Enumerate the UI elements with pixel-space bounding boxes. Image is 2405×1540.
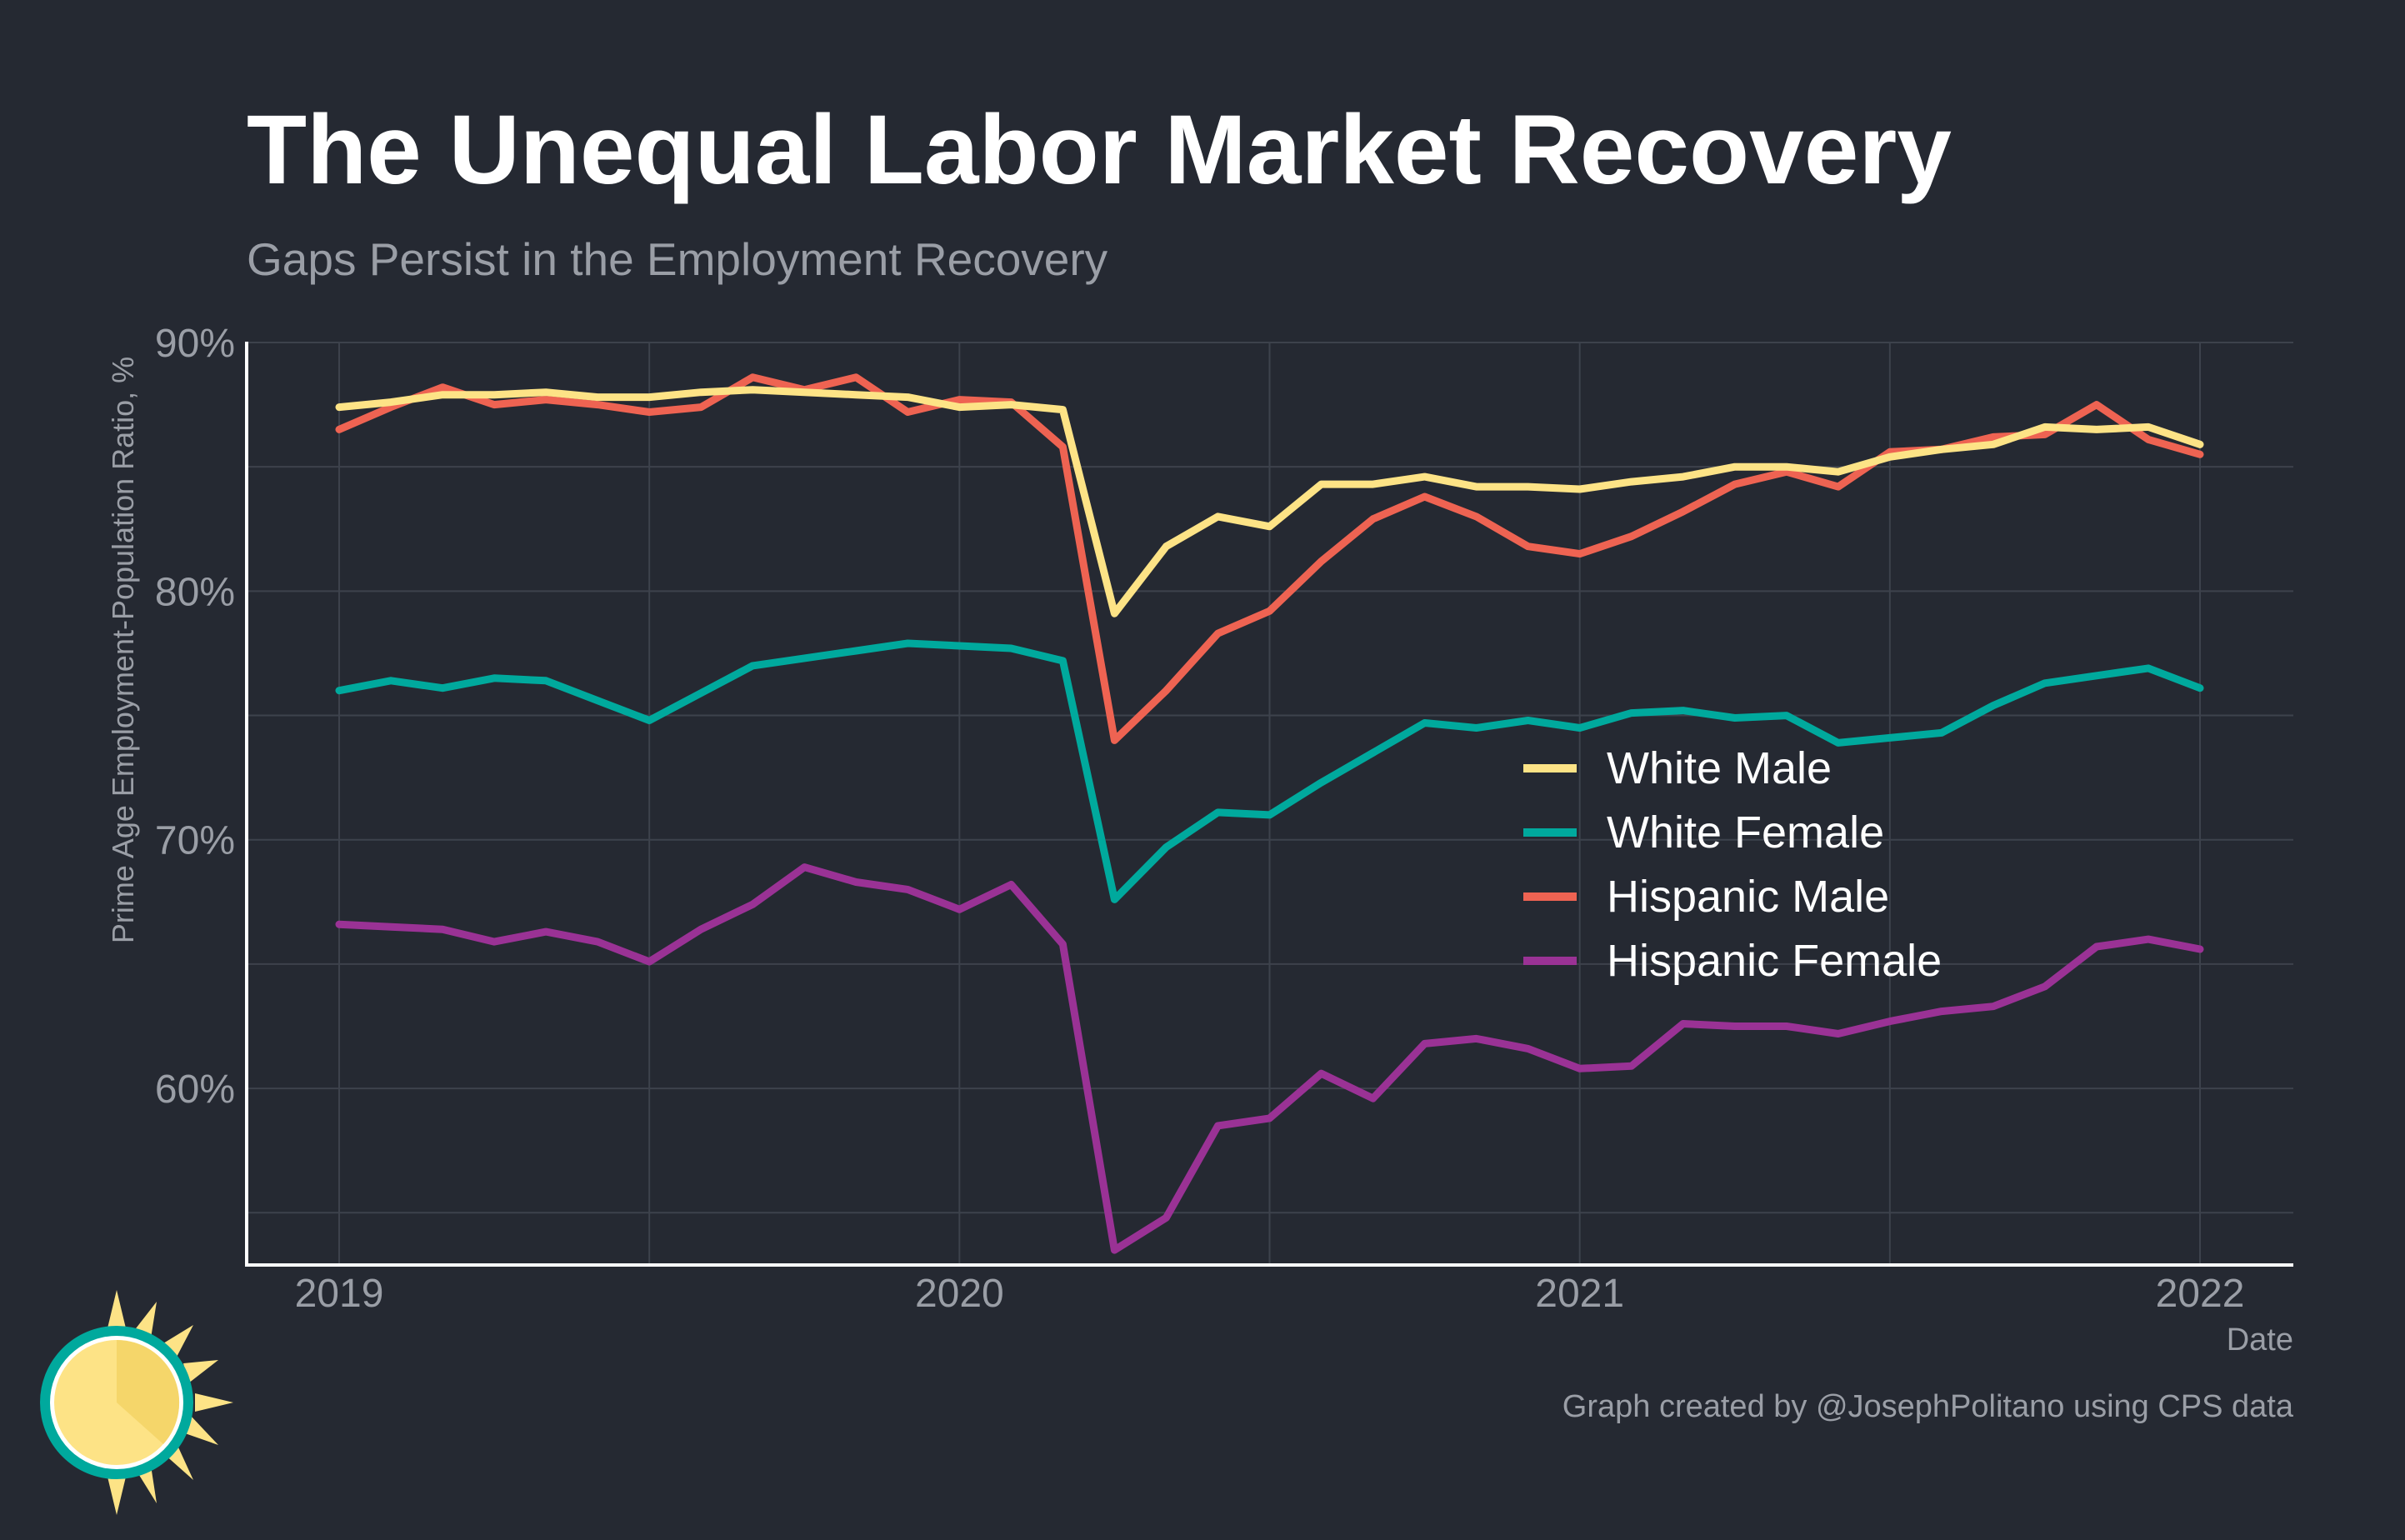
x-tick-labels: 2019 2020 2021 2022 bbox=[295, 1272, 2245, 1316]
y-tick-label: 80% bbox=[155, 570, 235, 614]
sun-logo-icon bbox=[40, 1290, 233, 1515]
caption: Graph created by @JosephPolitano using C… bbox=[1562, 1389, 2294, 1424]
legend: White Male White Female Hispanic Male Hispa… bbox=[1523, 743, 1942, 986]
y-tick-label: 60% bbox=[155, 1068, 235, 1112]
x-tick-label: 2021 bbox=[1535, 1272, 1624, 1316]
y-axis-label: Prime Age Employment-Population Ratio, % bbox=[106, 357, 140, 943]
legend-label: Hispanic Female bbox=[1607, 936, 1942, 986]
y-tick-label: 70% bbox=[155, 819, 235, 863]
series-line-white-male bbox=[335, 386, 2204, 618]
chart-subtitle: Gaps Persist in the Employment Recovery bbox=[247, 233, 1108, 285]
x-axis-label: Date bbox=[2227, 1322, 2293, 1358]
series-line-white-female bbox=[335, 639, 2204, 903]
legend-label: White Male bbox=[1607, 743, 1832, 793]
y-tick-label: 90% bbox=[155, 322, 235, 366]
series-line-hispanic-male bbox=[335, 373, 2204, 744]
y-tick-labels: 60% 70% 80% 90% bbox=[155, 322, 235, 1112]
x-tick-label: 2020 bbox=[915, 1272, 1004, 1316]
legend-label: White Female bbox=[1607, 808, 1884, 858]
grid bbox=[247, 342, 2293, 1265]
x-tick-label: 2022 bbox=[2156, 1272, 2245, 1316]
x-tick-label: 2019 bbox=[295, 1272, 384, 1316]
legend-label: Hispanic Male bbox=[1607, 872, 1889, 922]
chart-title: The Unequal Labor Market Recovery bbox=[247, 95, 1952, 205]
series-lines bbox=[335, 373, 2204, 1254]
series-line-hispanic-female bbox=[335, 863, 2204, 1254]
